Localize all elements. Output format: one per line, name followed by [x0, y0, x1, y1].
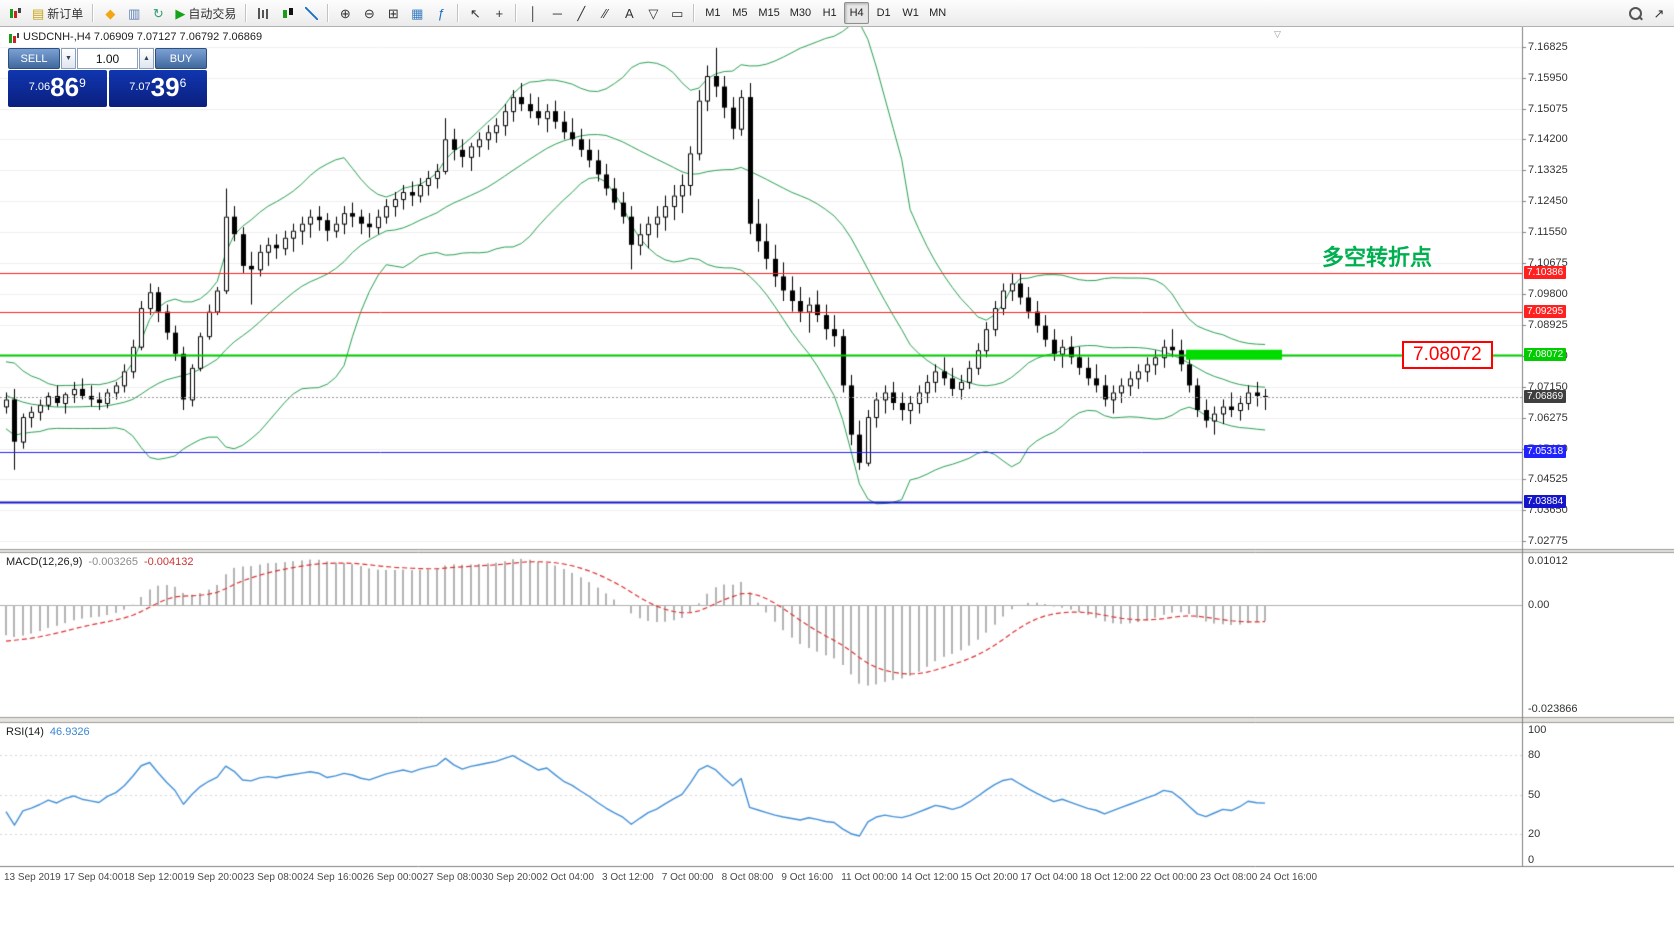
vertical-line-button[interactable]: │ — [522, 2, 544, 24]
toolbar-separator — [693, 4, 696, 22]
trendline-glyph: ╱ — [577, 5, 586, 21]
new-chart-icon — [8, 6, 22, 20]
zoom-out-glyph: ⊖ — [363, 5, 375, 21]
new-order-glyph: ▤ — [32, 5, 45, 21]
crosshair-glyph: + — [495, 5, 504, 21]
indicators-button[interactable]: ƒ — [430, 2, 452, 24]
text-label-glyph: A — [624, 5, 634, 21]
search-icon[interactable] — [1624, 2, 1646, 24]
autotrading-button[interactable]: ▶ 自动交易 — [171, 2, 240, 24]
cursor-glyph: ↖ — [469, 5, 481, 21]
refresh-button[interactable]: ↻ — [147, 2, 169, 24]
autotrading-glyph: ▶ — [175, 5, 186, 21]
data-window-glyph: ▦ — [411, 5, 424, 21]
quick-nav-glyph: ↗ — [1653, 5, 1665, 21]
timeframe-button-m5[interactable]: M5 — [732, 7, 748, 19]
toolbar: ▤ 新订单 ◆ ▥ ↻ ▶ 自动交易 ⊕ ⊖ ⊞ ▦ ƒ ↖ + │ ─ ╱ ⁄⁄ A ▽ ▭ M1 M5 M15 M30 H1 H… — [0, 0, 1674, 27]
autotrading-button-label: 自动交易 — [188, 6, 237, 21]
horizontal-line-button[interactable]: ─ — [546, 2, 568, 24]
new-order-button-label: 新订单 — [47, 6, 84, 21]
toolbar-separator — [327, 4, 330, 22]
profiles-button[interactable]: ▥ — [123, 2, 145, 24]
bar-chart-button[interactable] — [252, 2, 274, 24]
timeframe-button-d1[interactable]: D1 — [876, 7, 891, 19]
quick-nav-button[interactable]: ↗ — [1648, 2, 1670, 24]
zoom-in-glyph: ⊕ — [339, 5, 351, 21]
profiles-glyph: ▥ — [128, 5, 141, 21]
chart-window: USDCNH-,H4 7.06909 7.07127 7.06792 7.068… — [0, 27, 1674, 890]
timeframe-button-h4[interactable]: H4 — [844, 2, 870, 24]
bar-chart-icon — [256, 6, 270, 20]
search-icon-icon — [1628, 6, 1642, 20]
fibonacci-glyph: ⁄⁄ — [603, 5, 608, 21]
timeframe-button-mn[interactable]: MN — [929, 7, 947, 19]
new-chart-button[interactable] — [4, 2, 26, 24]
horizontal-line-glyph: ─ — [552, 5, 562, 21]
toolbar-separator — [457, 4, 460, 22]
zoom-out-button[interactable]: ⊖ — [358, 2, 380, 24]
data-window-button[interactable]: ▦ — [406, 2, 428, 24]
zoom-in-button[interactable]: ⊕ — [334, 2, 356, 24]
line-chart-button[interactable] — [300, 2, 322, 24]
indicators-glyph: ƒ — [437, 5, 445, 21]
tile-windows-glyph: ⊞ — [387, 5, 399, 21]
tile-windows-button[interactable]: ⊞ — [382, 2, 404, 24]
text-label-button[interactable]: A — [618, 2, 640, 24]
vertical-line-glyph: │ — [529, 5, 538, 21]
arrow-objects-button[interactable]: ▽ — [642, 2, 664, 24]
arrow-objects-glyph: ▽ — [648, 5, 659, 21]
timeframe-button-m15[interactable]: M15 — [758, 7, 780, 19]
timeframe-button-w1[interactable]: W1 — [902, 7, 919, 19]
price-chart-canvas[interactable] — [0, 27, 1674, 890]
line-chart-icon — [304, 6, 318, 20]
refresh-glyph: ↻ — [152, 5, 164, 21]
metaquotes-button[interactable]: ◆ — [99, 2, 121, 24]
trendline-button[interactable]: ╱ — [570, 2, 592, 24]
toolbar-separator — [515, 4, 518, 22]
shapes-glyph: ▭ — [671, 5, 684, 21]
candle-chart-button[interactable] — [276, 2, 298, 24]
cursor-button[interactable]: ↖ — [464, 2, 486, 24]
metaquotes-glyph: ◆ — [105, 5, 116, 21]
shapes-button[interactable]: ▭ — [666, 2, 688, 24]
toolbar-separator — [245, 4, 248, 22]
crosshair-button[interactable]: + — [488, 2, 510, 24]
new-order-button[interactable]: ▤ 新订单 — [28, 2, 87, 24]
toolbar-separator — [92, 4, 95, 22]
timeframe-button-m30[interactable]: M30 — [789, 7, 812, 19]
timeframe-button-h1[interactable]: H1 — [822, 7, 837, 19]
fibonacci-button[interactable]: ⁄⁄ — [594, 2, 616, 24]
timeframe-button-m1[interactable]: M1 — [705, 7, 721, 19]
candle-chart-icon — [280, 6, 294, 20]
